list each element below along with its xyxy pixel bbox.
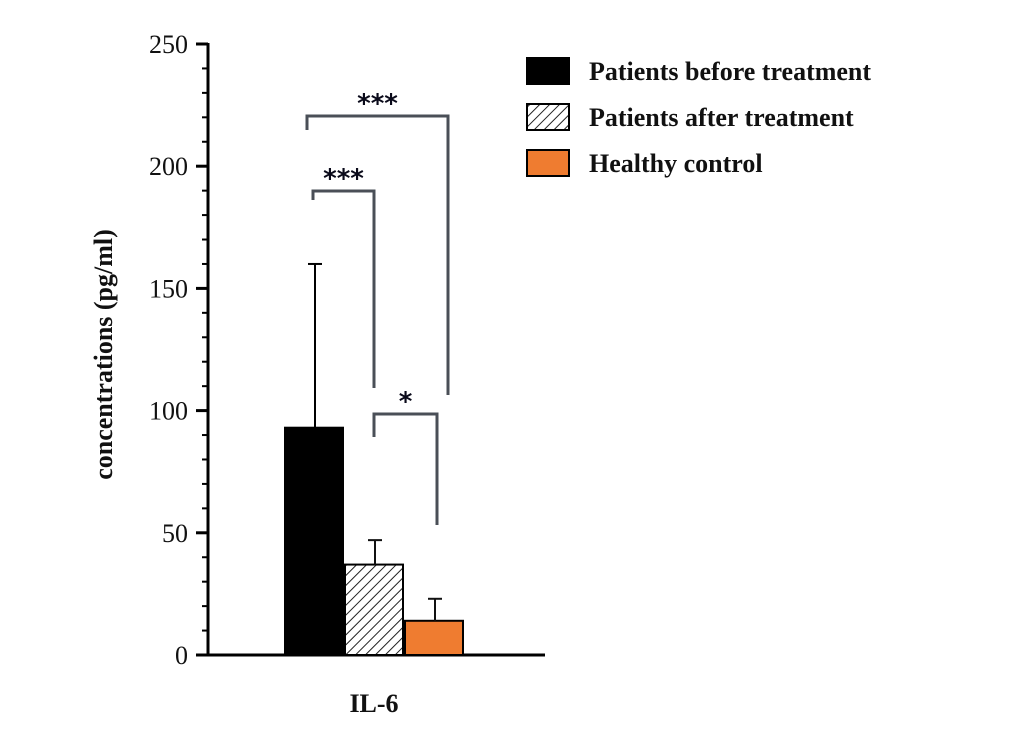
legend-label-3: Healthy control <box>589 149 763 178</box>
sig-label-1: *** <box>323 164 364 194</box>
sig-label-2: * <box>399 387 413 417</box>
bar-2 <box>344 563 404 657</box>
legend-label-1: Patients before treatment <box>589 57 871 86</box>
y-tick-label: 200 <box>149 152 188 181</box>
sig-bracket-before-healthy <box>305 114 450 395</box>
x-category-label: IL-6 <box>349 689 398 718</box>
sig-bracket-after-healthy <box>372 412 439 525</box>
legend-label-2: Patients after treatment <box>589 103 854 132</box>
y-axis-label: concentrations (pg/ml) <box>89 229 118 480</box>
y-tick-label: 100 <box>149 397 188 426</box>
legend-swatch-2 <box>526 103 570 131</box>
y-tick-label: 250 <box>149 30 188 59</box>
bar-1 <box>284 426 344 657</box>
bar-3 <box>404 619 464 656</box>
sig-label-3: *** <box>357 89 398 119</box>
sig-bracket-before-after <box>311 189 376 388</box>
legend-swatch-1 <box>526 57 570 85</box>
y-tick-label: 0 <box>175 641 188 670</box>
y-tick-label: 50 <box>162 519 188 548</box>
y-tick-label: 150 <box>149 274 188 303</box>
legend-swatch-3 <box>526 149 570 177</box>
